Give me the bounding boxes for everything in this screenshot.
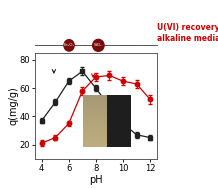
Text: U(VI) recovery in
alkaline media: U(VI) recovery in alkaline media <box>157 23 218 43</box>
X-axis label: pH: pH <box>89 175 103 185</box>
Y-axis label: q(mg/g): q(mg/g) <box>8 86 18 125</box>
Text: SiO₂: SiO₂ <box>94 43 103 47</box>
Text: Fe₃O₄: Fe₃O₄ <box>63 43 75 47</box>
